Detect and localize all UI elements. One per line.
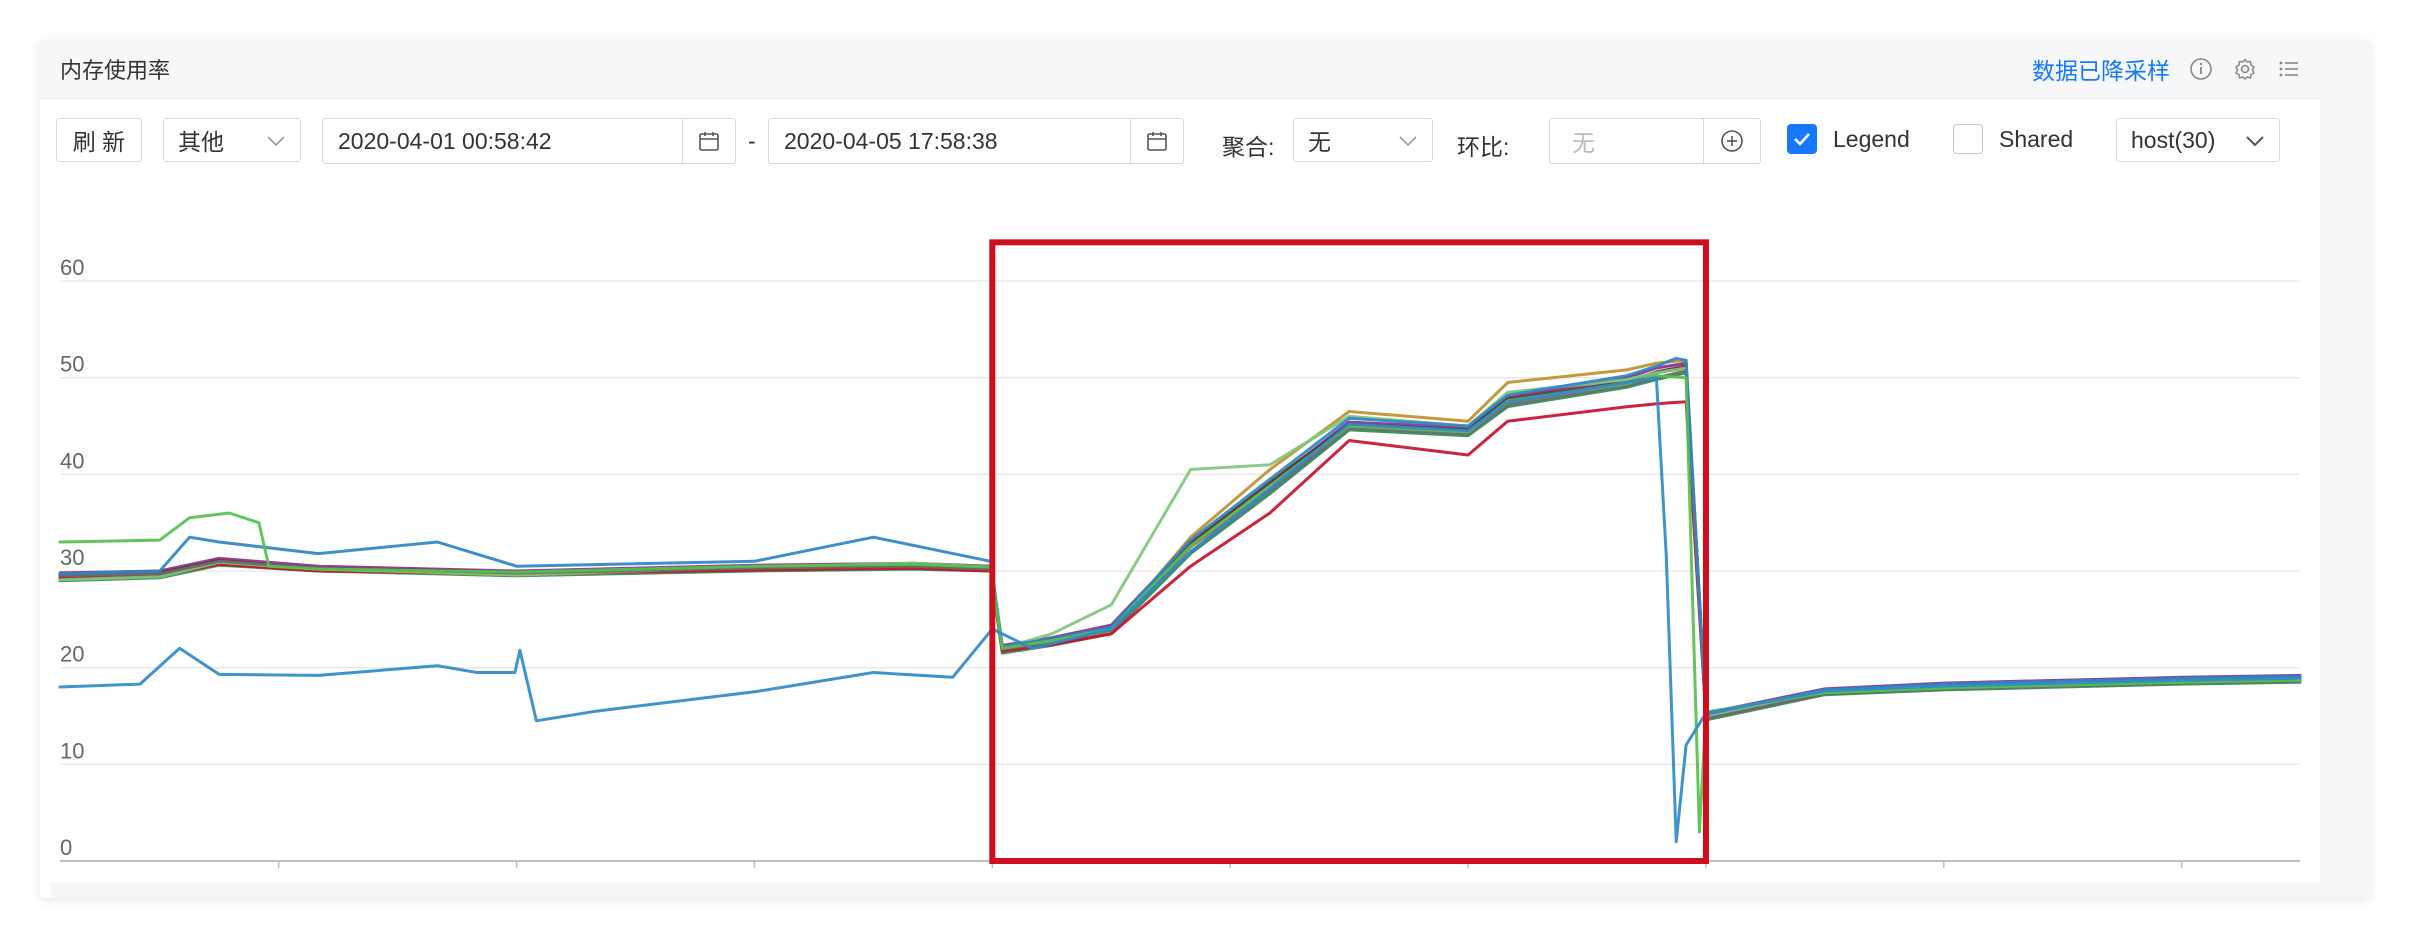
refresh-button-label: 刷 新	[72, 129, 126, 155]
y-tick-label: 40	[60, 448, 84, 473]
refresh-button[interactable]: 刷 新	[56, 118, 142, 162]
y-tick-label: 0	[60, 835, 72, 860]
start-time-value: 2020-04-01 00:58:42	[338, 127, 552, 154]
time-range-select[interactable]: 其他	[163, 118, 301, 162]
panel-title: 内存使用率	[60, 58, 171, 83]
series-line-9	[58, 356, 2302, 716]
series-line-11	[58, 376, 2302, 844]
right-gutter	[2320, 40, 2370, 898]
downsampled-link[interactable]: 数据已降采样	[2032, 58, 2170, 84]
y-tick-label: 50	[60, 352, 84, 377]
highlight-layer	[989, 239, 1709, 865]
ratio-input[interactable]: 无	[1549, 118, 1761, 164]
chevron-down-icon	[266, 127, 286, 153]
y-tick-label: 10	[60, 738, 84, 763]
ratio-label: 环比:	[1457, 134, 1510, 160]
legend-label: Legend	[1833, 125, 1910, 152]
aggregate-value: 无	[1308, 129, 1331, 155]
series-line-5	[58, 364, 2302, 717]
chevron-down-icon	[1398, 127, 1418, 153]
checkbox-unchecked-icon	[1953, 124, 1983, 154]
shared-checkbox[interactable]: Shared	[1953, 124, 2073, 154]
time-range-value: 其他	[178, 129, 224, 155]
y-tick-label: 60	[60, 255, 84, 280]
ratio-placeholder: 无	[1572, 130, 1595, 156]
settings-icon[interactable]	[2232, 56, 2258, 82]
series-line-7	[58, 366, 2302, 719]
y-tick-label: 30	[60, 545, 84, 570]
toolbar: 刷 新 其他 2020-04-01 00:58:42 - 2020-04-05 …	[56, 116, 2316, 166]
memory-usage-panel: 内存使用率 数据已降采样 刷 新 其他 2020-04-01 00:58:4	[40, 40, 2370, 904]
end-time-value: 2020-04-05 17:58:38	[784, 127, 998, 154]
y-axis-ticks: 0 10 20 30 40 50 60	[60, 255, 84, 860]
series-line-10	[58, 374, 2302, 834]
list-icon[interactable]	[2276, 56, 2302, 82]
start-time-input[interactable]: 2020-04-01 00:58:42	[322, 118, 736, 164]
highlight-box	[989, 239, 1709, 865]
aggregate-label: 聚合:	[1222, 134, 1275, 160]
chevron-down-icon	[2245, 127, 2265, 153]
legend-checkbox[interactable]: Legend	[1787, 124, 1910, 154]
bottom-strip	[50, 883, 2320, 898]
shared-label: Shared	[1999, 125, 2074, 152]
header-actions: 数据已降采样	[2032, 52, 2302, 86]
series-line-3	[58, 361, 2302, 715]
aggregate-select[interactable]: 无	[1293, 118, 1433, 162]
series-line-4	[58, 358, 2302, 718]
info-icon[interactable]	[2188, 56, 2214, 82]
add-circle-icon[interactable]	[1703, 119, 1760, 163]
host-select[interactable]: host(30)	[2116, 118, 2280, 162]
panel-header: 内存使用率 数据已降采样	[40, 40, 2320, 99]
checkbox-checked-icon	[1787, 124, 1817, 154]
host-select-value: host(30)	[2131, 126, 2216, 153]
series-line-1	[58, 366, 2302, 718]
calendar-icon[interactable]	[1130, 119, 1183, 163]
y-tick-label: 20	[60, 642, 84, 667]
series-lines	[58, 356, 2302, 844]
calendar-icon[interactable]	[682, 119, 735, 163]
end-time-input[interactable]: 2020-04-05 17:58:38	[768, 118, 1184, 164]
range-separator: -	[748, 128, 756, 154]
